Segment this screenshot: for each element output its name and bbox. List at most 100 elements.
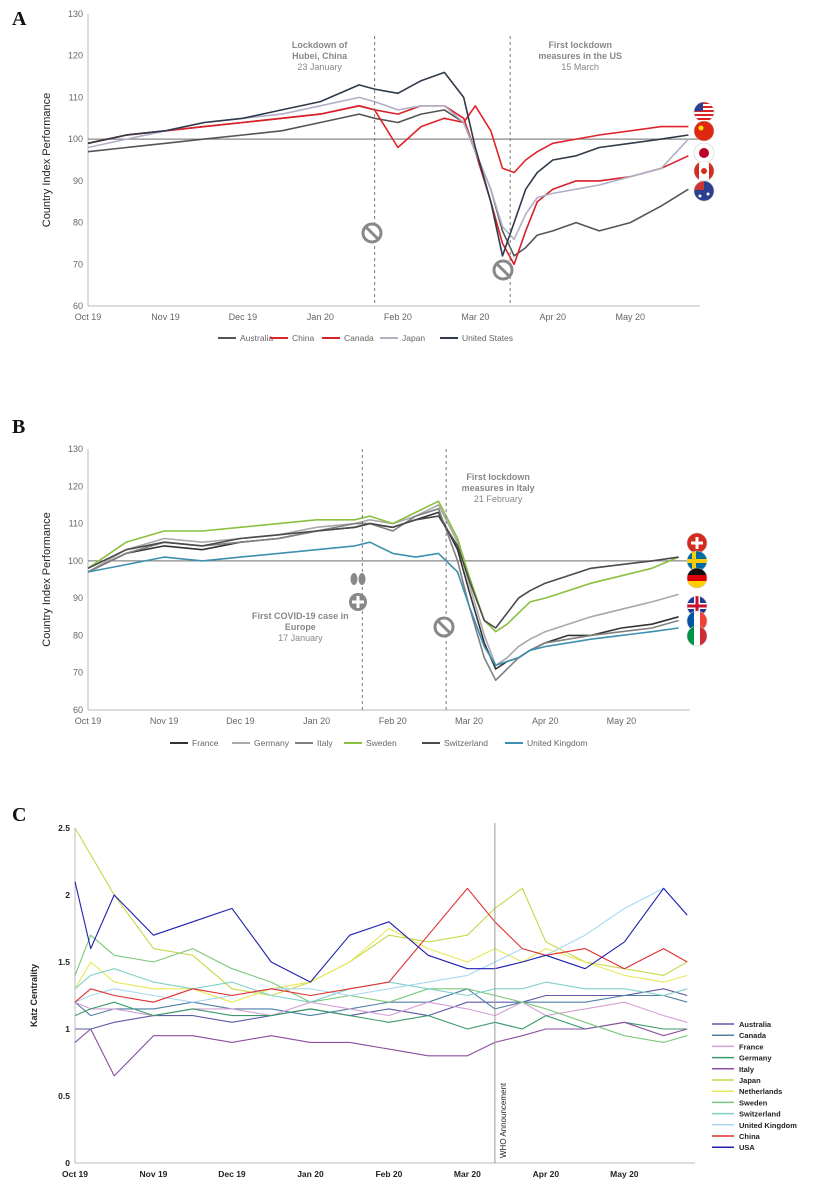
series-line-canada xyxy=(74,988,688,1017)
annotation-text: First lockdown xyxy=(466,472,530,482)
canada-flag-icon xyxy=(693,160,715,182)
x-tick-label: Oct 19 xyxy=(75,312,102,322)
legend-label: Italy xyxy=(739,1065,755,1074)
series-line-sweden xyxy=(87,500,679,633)
y-tick-label: 110 xyxy=(69,519,83,529)
usa-flag-icon xyxy=(693,101,715,123)
legend-label: Sweden xyxy=(739,1098,768,1107)
y-tick-label: 1 xyxy=(65,1024,70,1034)
annotation-text: measures in the US xyxy=(538,51,622,61)
y-axis-label: Country Index Performance xyxy=(41,93,53,228)
x-tick-label: Feb 20 xyxy=(384,312,412,322)
y-tick-label: 130 xyxy=(68,444,83,454)
panel-b: B 60 70 80 90 100 110 120 130 Oct 19 Nov 19 Dec 19… xyxy=(0,410,819,770)
annotation-text: 21 February xyxy=(474,494,523,504)
series-line-sweden xyxy=(74,934,688,1043)
series-line-australia xyxy=(75,988,688,1030)
x-tick-label: Jan 20 xyxy=(307,312,334,322)
x-tick-label: Dec 19 xyxy=(226,716,255,726)
lungs-icon xyxy=(350,573,366,585)
series-line-switzerland xyxy=(87,515,679,629)
uk-flag-icon xyxy=(686,595,708,617)
x-tick-label: Jan 20 xyxy=(297,1169,324,1179)
y-tick-label: 100 xyxy=(68,556,83,566)
legend-label: United Kingdom xyxy=(739,1121,797,1130)
panel-label: B xyxy=(12,416,26,438)
annotation-text: 23 January xyxy=(297,62,342,72)
italy-flag-icon xyxy=(686,625,708,647)
series-line-united-states xyxy=(87,71,689,257)
panel-label: C xyxy=(12,804,27,826)
legend-label: France xyxy=(192,738,219,748)
no-entry-icon xyxy=(361,222,383,244)
x-tick-label: Mar 20 xyxy=(454,1169,481,1179)
annotation-text: 17 January xyxy=(278,633,323,643)
x-tick-label: Jan 20 xyxy=(303,716,330,726)
legend-label: Sweden xyxy=(366,738,397,748)
chart-c: 0 0.5 1 1.5 2 2.5 Oct 19 Nov 19 Dec 19 Jan 20 Feb … xyxy=(29,823,797,1179)
series-line-france xyxy=(87,511,679,670)
y-tick-label: 80 xyxy=(73,218,83,228)
y-tick-label: 120 xyxy=(68,481,83,491)
no-entry-icon xyxy=(492,259,514,281)
annotation-text: measures in Italy xyxy=(462,483,535,493)
annotation-text: 15 March xyxy=(561,62,599,72)
series-line-united-kingdom xyxy=(87,541,679,667)
panel-a: A 60 70 80 90 100 110 120 130 Oct 19 Nov 19 Dec 19… xyxy=(0,0,819,380)
series-line-usa xyxy=(74,881,688,983)
y-tick-label: 120 xyxy=(68,51,83,61)
annotation-text: First COVID-19 case in xyxy=(252,611,349,621)
x-tick-label: May 20 xyxy=(616,312,646,322)
y-tick-label: 80 xyxy=(73,630,83,640)
y-tick-label: 90 xyxy=(73,593,83,603)
x-tick-label: Nov 19 xyxy=(140,1169,168,1179)
x-tick-label: Oct 19 xyxy=(62,1169,88,1179)
germany-flag-icon xyxy=(686,567,708,589)
australia-flag-icon xyxy=(693,180,715,202)
annotation-text: Europe xyxy=(285,622,316,632)
legend-label: Japan xyxy=(402,333,425,343)
who-announcement-label: WHO Announcement xyxy=(499,1082,508,1158)
legend-label: France xyxy=(739,1042,764,1051)
legend-label: Australia xyxy=(739,1020,772,1029)
series-line-japan xyxy=(87,96,689,241)
y-tick-label: 60 xyxy=(73,301,83,311)
x-tick-label: Mar 20 xyxy=(455,716,483,726)
y-tick-label: 0 xyxy=(65,1158,70,1168)
x-tick-label: May 20 xyxy=(607,716,637,726)
y-axis-label: Katz Centrality xyxy=(29,964,39,1027)
legend-label: Australia xyxy=(240,333,273,343)
x-tick-label: Mar 20 xyxy=(461,312,489,322)
legend-label: China xyxy=(292,333,314,343)
legend-label: United States xyxy=(462,333,513,343)
panel-label: A xyxy=(12,8,27,30)
legend-label: Switzerland xyxy=(444,738,488,748)
legend-label: Germany xyxy=(739,1054,772,1063)
series-line-canada xyxy=(87,105,689,266)
annotation-text: Hubei, China xyxy=(292,51,348,61)
y-tick-label: 100 xyxy=(68,134,83,144)
series-line-germany xyxy=(87,504,679,667)
japan-flag-icon xyxy=(693,142,715,164)
legend-label: Canada xyxy=(344,333,374,343)
series-line-france xyxy=(74,1001,688,1023)
legend-label: Germany xyxy=(254,738,290,748)
legend-label: United Kingdom xyxy=(527,738,587,748)
x-tick-label: Apr 20 xyxy=(532,716,559,726)
chart-a: 60 70 80 90 100 110 120 130 Oct 19 Nov 19 Dec 19 Ja… xyxy=(41,9,715,343)
y-tick-label: 0.5 xyxy=(58,1091,70,1101)
y-tick-label: 60 xyxy=(73,705,83,715)
series-line-italy xyxy=(87,507,679,682)
legend-label: Netherlands xyxy=(739,1087,782,1096)
y-tick-label: 110 xyxy=(69,92,83,102)
y-tick-label: 70 xyxy=(73,668,83,678)
y-tick-label: 2.5 xyxy=(58,823,70,833)
x-tick-label: Feb 20 xyxy=(375,1169,402,1179)
annotation-text: Lockdown of xyxy=(292,40,348,50)
legend-label: Switzerland xyxy=(739,1110,781,1119)
panel-c: C 0 0.5 1 1.5 2 2.5 Oct 19 Nov 19 Dec 19 Jan 20 Fe… xyxy=(0,800,819,1181)
x-tick-label: Nov 19 xyxy=(150,716,179,726)
x-tick-label: Oct 19 xyxy=(75,716,102,726)
switzerland-flag-icon xyxy=(686,532,708,554)
y-tick-label: 90 xyxy=(73,176,83,186)
